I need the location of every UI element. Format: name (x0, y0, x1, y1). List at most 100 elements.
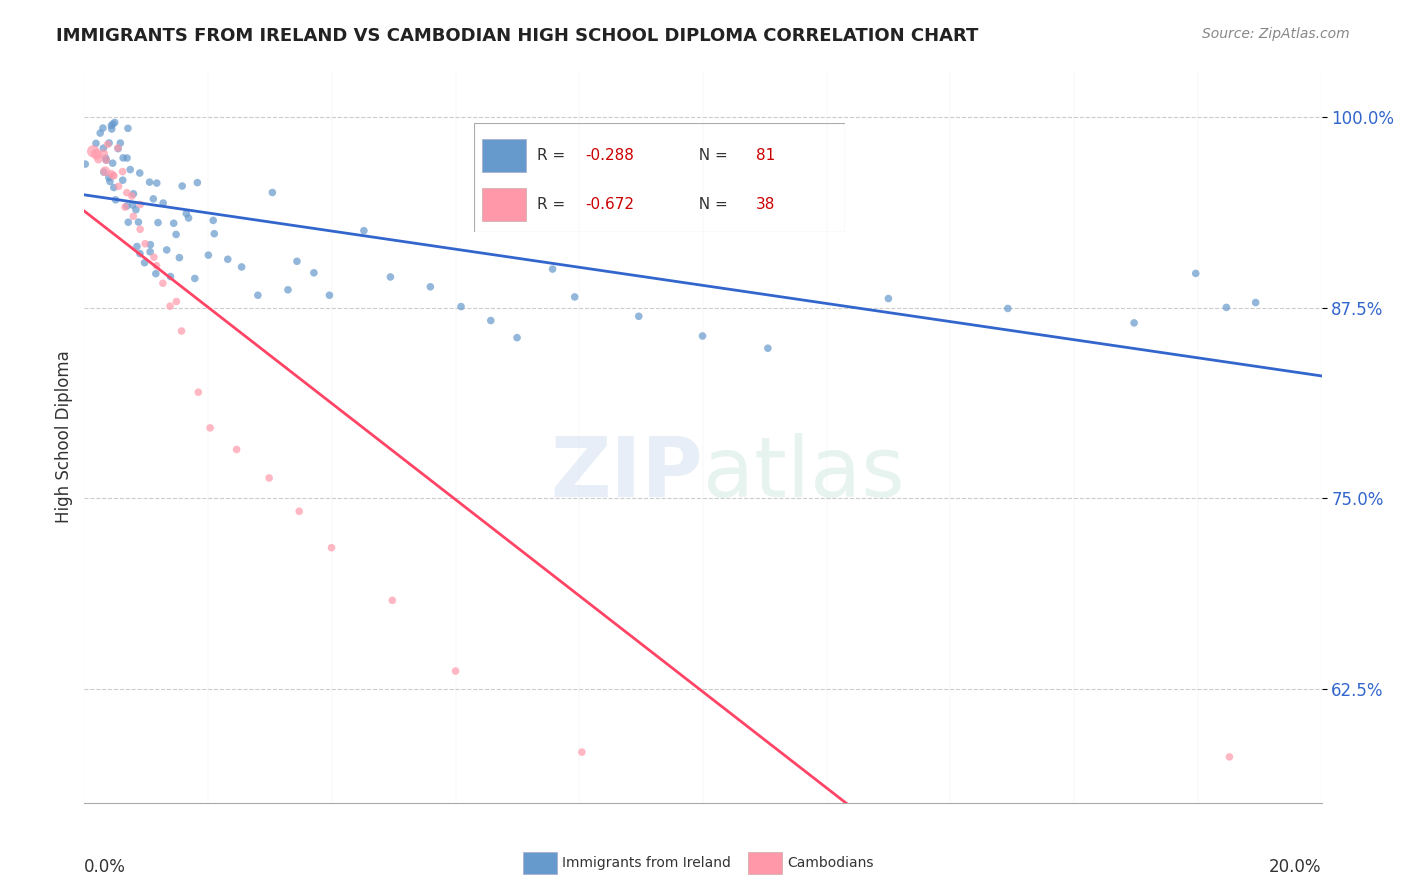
Point (103, 180, 125, 194)
Point (101, 117, 124, 131)
Point (94, 164, 117, 178)
Point (75, 157, 97, 171)
Point (91, 121, 114, 136)
Point (142, 192, 165, 206)
Point (121, 189, 143, 203)
Point (114, 200, 136, 214)
Text: Cambodians: Cambodians (787, 856, 875, 870)
Point (257, 471, 280, 485)
Point (152, 277, 174, 291)
Point (98, 136, 121, 150)
Point (101, 169, 124, 183)
Point (1123, 316, 1146, 330)
Point (146, 176, 169, 190)
Point (122, 186, 145, 201)
Point (246, 288, 269, 302)
Point (103, 169, 125, 183)
Point (107, 179, 129, 194)
Point (285, 254, 308, 268)
Point (170, 324, 193, 338)
Text: atlas: atlas (703, 434, 904, 514)
Point (117, 121, 139, 136)
Point (197, 248, 219, 262)
Point (93, 165, 115, 179)
Point (100, 167, 122, 181)
Point (690, 810, 713, 824)
Point (353, 224, 375, 238)
Point (138, 175, 160, 189)
Point (627, 310, 650, 324)
Point (380, 269, 402, 284)
Point (381, 593, 404, 607)
Point (96, 153, 118, 168)
Point (129, 246, 152, 260)
Text: ZIP: ZIP (551, 434, 703, 514)
Point (111, 164, 134, 178)
Text: 0.0%: 0.0% (84, 858, 127, 876)
Point (419, 280, 441, 294)
Point (111, 173, 134, 187)
Point (89, 126, 111, 140)
Point (159, 299, 181, 313)
Point (202, 213, 225, 227)
Point (318, 288, 340, 302)
Point (128, 166, 150, 180)
Point (288, 504, 311, 518)
Point (444, 664, 467, 678)
Point (177, 211, 200, 225)
Point (146, 216, 169, 230)
Text: Immigrants from Ireland: Immigrants from Ireland (562, 856, 731, 870)
Point (165, 294, 187, 309)
Point (186, 176, 208, 190)
Point (184, 271, 207, 285)
Point (163, 216, 186, 230)
Text: 20.0%: 20.0% (1270, 858, 1322, 876)
Point (125, 239, 148, 253)
Point (115, 151, 138, 165)
Point (100, 122, 122, 136)
Point (169, 251, 191, 265)
Point (302, 266, 325, 280)
Point (122, 209, 145, 223)
Text: Source: ZipAtlas.com: Source: ZipAtlas.com (1202, 27, 1350, 41)
Point (176, 206, 198, 220)
Point (112, 151, 135, 165)
Y-axis label: High School Diploma: High School Diploma (55, 351, 73, 524)
Point (165, 227, 187, 242)
Point (571, 745, 593, 759)
Point (121, 198, 143, 212)
Point (187, 385, 209, 400)
Point (97, 170, 120, 185)
Point (139, 244, 162, 259)
Point (1218, 750, 1240, 764)
Point (120, 162, 142, 177)
Point (93, 146, 115, 161)
Point (93, 141, 115, 155)
Point (110, 136, 132, 150)
Point (479, 313, 502, 327)
Point (115, 199, 138, 213)
Point (877, 292, 900, 306)
Point (139, 237, 162, 252)
FancyBboxPatch shape (748, 852, 782, 874)
Point (997, 301, 1019, 316)
Point (96, 153, 118, 168)
Point (564, 290, 586, 304)
Point (134, 236, 156, 251)
Point (1215, 301, 1237, 315)
Point (98, 174, 121, 188)
Point (125, 202, 148, 217)
Point (321, 541, 343, 555)
Point (107, 142, 129, 156)
Point (217, 252, 239, 267)
Point (129, 222, 152, 236)
Point (198, 421, 221, 435)
Point (152, 196, 174, 211)
Point (100, 119, 122, 133)
FancyBboxPatch shape (523, 852, 557, 874)
Point (277, 283, 299, 297)
Point (225, 442, 247, 457)
Point (107, 141, 129, 155)
Point (506, 331, 529, 345)
Point (156, 243, 179, 257)
